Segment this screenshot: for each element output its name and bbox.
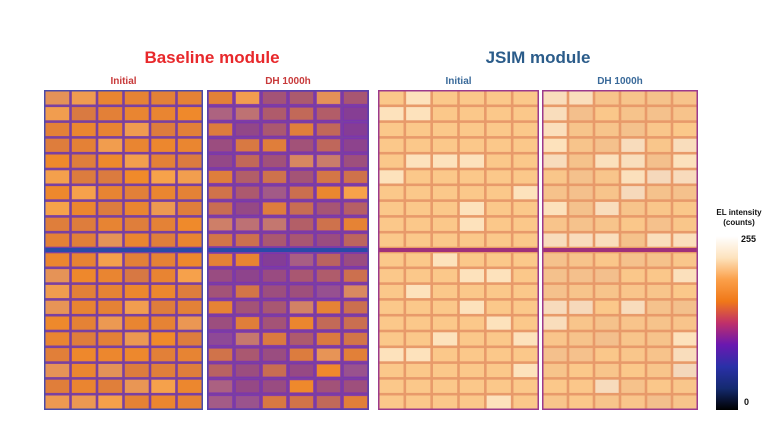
- colorbar-title-line2: (counts): [723, 218, 755, 227]
- panel-label-jsim-initial: Initial: [445, 76, 472, 87]
- colorbar-min-label: 0: [744, 397, 750, 407]
- baseline-module-title: Baseline module: [144, 48, 280, 67]
- colorbar-title-line1: EL intensity: [716, 208, 762, 217]
- panel-label-jsim-dh1000h: DH 1000h: [597, 76, 643, 87]
- jsim-module-title: JSIM module: [485, 48, 591, 67]
- el-image-baseline-dh1000h: [207, 90, 369, 410]
- el-image-jsim-dh1000h: [542, 90, 698, 410]
- el-image-jsim-initial: [378, 90, 539, 410]
- el-image-baseline-initial: [44, 90, 203, 410]
- colorbar-title: EL intensity (counts): [700, 208, 778, 228]
- panel-label-baseline-initial: Initial: [110, 76, 137, 87]
- colorbar-max-label: 255: [741, 234, 757, 244]
- colorbar-gradient: [716, 236, 738, 410]
- panel-label-baseline-dh1000h: DH 1000h: [265, 76, 311, 87]
